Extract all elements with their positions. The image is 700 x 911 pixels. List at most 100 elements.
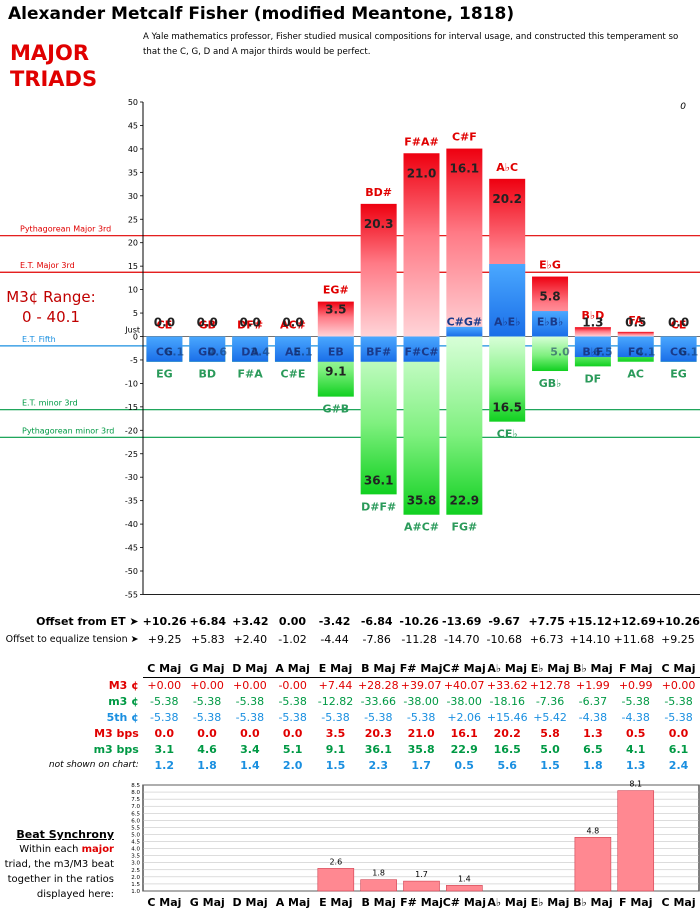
- beat-description: Beat Synchrony Within each major triad, …: [4, 827, 114, 902]
- minor-third-name: F#A: [237, 368, 263, 381]
- table-cell: +6.84: [189, 614, 227, 628]
- table-cell: +14.10: [569, 632, 611, 646]
- y-tick-label: -40: [125, 520, 138, 529]
- table-cell: -5.38: [235, 710, 265, 724]
- table-cell: -38.00: [446, 694, 482, 708]
- fifth-name: GD: [198, 346, 216, 359]
- major-third-name: BD#: [365, 186, 392, 199]
- table-cell: -5.38: [406, 710, 436, 724]
- table-cell: -5.38: [235, 694, 265, 708]
- table-cell: -9.67: [488, 614, 521, 628]
- table-cell: -7.86: [362, 632, 391, 646]
- major-third-beat: 21.0: [407, 166, 437, 180]
- fifth-bar: [489, 263, 526, 337]
- m3-major-bar: [617, 331, 654, 337]
- beat-bar-label: 1.7: [415, 870, 428, 879]
- beat-bar: [446, 885, 483, 892]
- major-third-beat: 20.3: [364, 217, 394, 231]
- minor-third-beat: 9.1: [325, 364, 346, 378]
- heading-line-1: MAJOR: [10, 41, 89, 65]
- beat-category-label: D Maj: [233, 896, 268, 909]
- ref-label-4: E.T. minor 3rd: [22, 399, 78, 408]
- table-cell: +33.62: [486, 678, 528, 692]
- major-third-beat: 0.0: [282, 316, 303, 330]
- minor-third-beat: 22.9: [450, 494, 480, 508]
- heading-line-2: TRIADS: [10, 67, 98, 91]
- table-cell: 0.0: [282, 726, 303, 740]
- table-cell: 16.5: [493, 742, 521, 756]
- table-cell: 22.9: [450, 742, 478, 756]
- major-third-name: AC#: [280, 319, 306, 332]
- major-third-beat: 3.5: [325, 303, 346, 317]
- table-cell: -14.70: [443, 632, 480, 646]
- major-third-beat: 16.1: [450, 162, 480, 176]
- column-header: B Maj: [356, 660, 400, 678]
- offset-table: Offset from ET ➤ +10.26 +6.84 +3.42 0.00 -3.4…: [0, 612, 700, 648]
- beat-bar-label: 1.8: [372, 869, 385, 878]
- column-header: C Maj: [657, 660, 700, 678]
- column-header: G Maj: [185, 660, 229, 678]
- beat-bar-label: 1.4: [458, 874, 471, 883]
- beat-desc-pre: Within each: [19, 844, 82, 855]
- table-cell: -10.26: [399, 614, 439, 628]
- major-third-name: C#F: [452, 131, 477, 144]
- table-cell: +1.99: [576, 678, 610, 692]
- beat-category-label: C Maj: [147, 896, 181, 909]
- minor-third-beat: 6.1: [679, 346, 699, 359]
- beat-bar: [317, 868, 355, 892]
- major-third-beat: 5.8: [539, 290, 560, 304]
- table-cell: +15.46: [486, 710, 528, 724]
- table-cell: 36.1: [364, 742, 392, 756]
- column-header: B♭ Maj: [571, 660, 615, 678]
- beat-bar: [617, 790, 655, 892]
- beat-bar-label: 4.8: [587, 826, 600, 835]
- table-row: m3 ¢ -5.38 -5.38 -5.38 -5.38 -12.82 -33.66 -38.…: [0, 693, 700, 709]
- minor-third-beat: 4.1: [636, 346, 656, 359]
- beat-category-label: E♭ Maj: [531, 896, 570, 909]
- y-tick-label: 20: [128, 239, 138, 248]
- m3-minor-bar: [532, 336, 569, 372]
- table-cell: -18.16: [489, 694, 525, 708]
- fifth-name: F#C#: [404, 346, 438, 359]
- minor-third-beat: 4.6: [208, 346, 228, 359]
- minor-third-beat: 36.1: [364, 473, 394, 487]
- table-cell: +39.07: [400, 678, 442, 692]
- fifth-name: A♭E♭: [494, 316, 520, 329]
- table-cell: -12.82: [317, 694, 354, 708]
- table-cell: 4.1: [625, 742, 646, 756]
- fifth-name: EB: [328, 346, 344, 359]
- beat-category-label: B♭ Maj: [573, 896, 613, 909]
- minor-third-name: A#C#: [404, 521, 439, 534]
- table-cell: 3.5: [325, 726, 346, 740]
- minor-third-beat: 5.1: [293, 346, 313, 359]
- beat-tick-label: 3.0: [131, 861, 140, 867]
- table-cell: +12.69: [611, 614, 656, 628]
- major-third-beat: 0.0: [197, 316, 218, 330]
- row-label: not shown on chart:: [48, 760, 139, 770]
- table-cell: 0.0: [240, 726, 260, 740]
- table-cell: -6.84: [360, 614, 393, 628]
- y-tick-label: 35: [128, 168, 138, 177]
- y-tick-label: 50: [128, 98, 138, 107]
- beat-category-label: E Maj: [319, 896, 352, 909]
- corner-zero: 0: [680, 102, 686, 112]
- fifth-name: AE: [285, 346, 301, 359]
- table-cell: 5.8: [540, 726, 560, 740]
- table-cell: -6.37: [578, 694, 608, 708]
- major-third-name: E♭G: [539, 259, 561, 272]
- ref-label-3: E.T. Fifth: [22, 335, 56, 344]
- table-cell: -7.36: [535, 694, 565, 708]
- major-third-beat: 0.0: [239, 316, 260, 330]
- beat-bar-label: 2.6: [329, 857, 342, 866]
- table-cell: +3.42: [232, 614, 269, 628]
- table-cell: 1.2: [154, 758, 174, 772]
- y-tick-label: -5: [130, 356, 138, 365]
- table-cell: -5.38: [278, 694, 307, 708]
- ref-label-5: Pythagorean minor 3rd: [22, 426, 114, 435]
- table-cell: -5.38: [321, 710, 350, 724]
- minor-third-name: FG#: [451, 521, 477, 534]
- table-cell: 2.3: [368, 758, 389, 772]
- table-row: Offset to equalize tension ➤ +9.25 +5.83 +2…: [0, 630, 700, 648]
- column-header: A♭ Maj: [485, 660, 529, 678]
- minor-third-name: AC: [627, 368, 644, 381]
